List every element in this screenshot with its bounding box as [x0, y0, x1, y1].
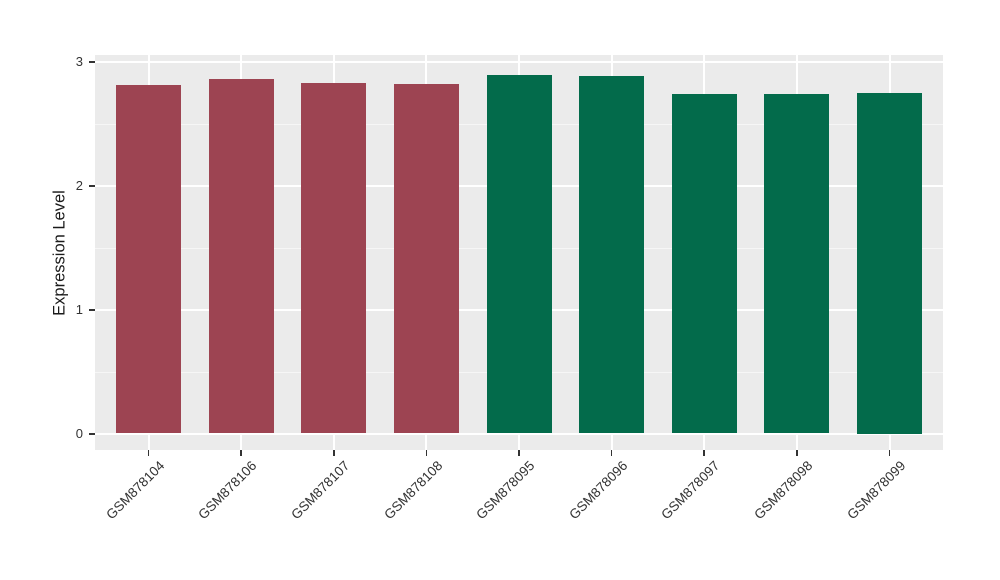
x-tick-label: GSM878099 [843, 458, 909, 523]
x-tick-label: GSM878098 [751, 458, 816, 523]
x-tick-label: GSM878106 [195, 458, 260, 523]
bar-GSM878095 [486, 75, 552, 434]
x-tick-label: GSM878107 [288, 458, 353, 523]
y-axis-title: Expression Level [50, 189, 69, 316]
bar-GSM878096 [579, 76, 645, 434]
bar-GSM878106 [208, 78, 274, 434]
bar-GSM878097 [671, 93, 737, 434]
y-tick-label: 0 [75, 426, 83, 441]
x-tick-mark [888, 450, 891, 456]
x-tick-label: GSM878096 [566, 458, 631, 523]
x-tick-label: GSM878097 [658, 458, 723, 523]
y-tick-label: 1 [75, 302, 83, 317]
x-tick-label: GSM878104 [102, 458, 168, 523]
y-tick-label: 3 [75, 54, 83, 69]
x-tick-label: GSM878095 [473, 458, 538, 523]
plot-panel [95, 55, 943, 450]
bar-GSM878104 [116, 85, 181, 434]
x-tick-mark [147, 450, 150, 456]
x-tick-label: GSM878108 [380, 458, 445, 523]
x-tick-mark [518, 450, 520, 456]
y-tick-mark [89, 61, 95, 63]
bar-GSM878108 [393, 83, 459, 434]
bar-GSM878107 [301, 82, 367, 434]
y-tick-mark [89, 309, 95, 311]
y-tick-label: 2 [75, 178, 83, 193]
x-tick-mark [796, 450, 798, 456]
x-tick-mark [240, 450, 242, 456]
y-tick-mark [89, 185, 95, 187]
x-tick-mark [425, 450, 428, 456]
x-tick-mark [332, 450, 335, 456]
x-tick-mark [610, 450, 613, 456]
bar-GSM878098 [764, 93, 830, 434]
x-tick-mark [703, 450, 706, 456]
bar-GSM878099 [857, 92, 922, 434]
y-tick-mark [89, 433, 95, 435]
